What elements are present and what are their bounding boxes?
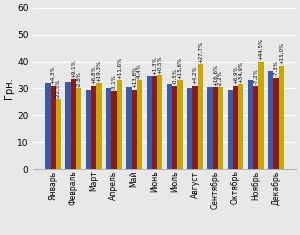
Bar <box>111 91 117 169</box>
Bar <box>106 88 111 169</box>
Text: +27,7%: +27,7% <box>198 41 203 63</box>
Bar <box>137 80 142 169</box>
Bar <box>157 75 162 169</box>
Bar <box>126 87 131 169</box>
Bar <box>198 64 203 169</box>
Text: +13,8%: +13,8% <box>132 66 137 88</box>
Text: +1,3%: +1,3% <box>152 56 157 75</box>
Bar <box>187 88 192 169</box>
Bar <box>273 78 279 169</box>
Bar <box>258 62 264 169</box>
Bar <box>253 86 258 169</box>
Bar <box>233 86 238 169</box>
Text: -7,2%: -7,2% <box>253 69 258 84</box>
Text: +34,9%: +34,9% <box>238 61 243 83</box>
Bar <box>213 87 218 169</box>
Bar <box>56 99 61 169</box>
Bar <box>131 90 137 169</box>
Bar <box>192 86 198 169</box>
Text: +15,0%: +15,0% <box>279 42 284 64</box>
Bar <box>207 87 213 169</box>
Text: -2,2%: -2,2% <box>218 70 223 86</box>
Bar <box>45 83 50 169</box>
Y-axis label: Грн.: Грн. <box>4 78 14 99</box>
Text: +4,3%: +4,3% <box>51 66 56 84</box>
Bar <box>71 79 76 169</box>
Text: +4,2%: +4,2% <box>193 66 197 84</box>
Bar <box>248 80 253 169</box>
Text: +9,1%: +9,1% <box>71 59 76 78</box>
Bar <box>146 76 152 169</box>
Text: +6,9%: +6,9% <box>233 66 238 84</box>
Text: +15,6%: +15,6% <box>178 57 182 79</box>
Bar <box>96 83 102 169</box>
Text: -3,1%: -3,1% <box>111 74 116 90</box>
Text: +44,5%: +44,5% <box>259 38 263 60</box>
Text: +16,6%: +16,6% <box>213 64 218 86</box>
Bar <box>167 84 172 169</box>
Bar <box>238 84 243 169</box>
Text: -0,5%: -0,5% <box>172 69 177 84</box>
Text: +0,5%: +0,5% <box>157 55 162 74</box>
Bar <box>172 86 177 169</box>
Bar <box>218 87 223 169</box>
Bar <box>268 71 273 169</box>
Text: -2,8%: -2,8% <box>76 71 81 87</box>
Bar <box>228 90 233 169</box>
Bar <box>152 76 157 169</box>
Bar <box>86 90 91 169</box>
Text: +19,3%: +19,3% <box>96 60 101 82</box>
Legend: 2004 г., 2005 г., 2006 г.: 2004 г., 2005 г., 2006 г. <box>90 233 239 235</box>
Text: -22,5%: -22,5% <box>56 78 61 98</box>
Bar <box>65 82 71 169</box>
Text: -7,3%: -7,3% <box>274 60 278 76</box>
Bar <box>177 80 183 169</box>
Text: +6,8%: +6,8% <box>91 66 96 84</box>
Bar <box>279 66 284 169</box>
Text: -4,4%: -4,4% <box>137 63 142 79</box>
Bar <box>91 86 96 169</box>
Bar <box>76 88 81 169</box>
Bar <box>117 80 122 169</box>
Bar <box>50 86 56 169</box>
Text: +11,6%: +11,6% <box>117 57 122 79</box>
